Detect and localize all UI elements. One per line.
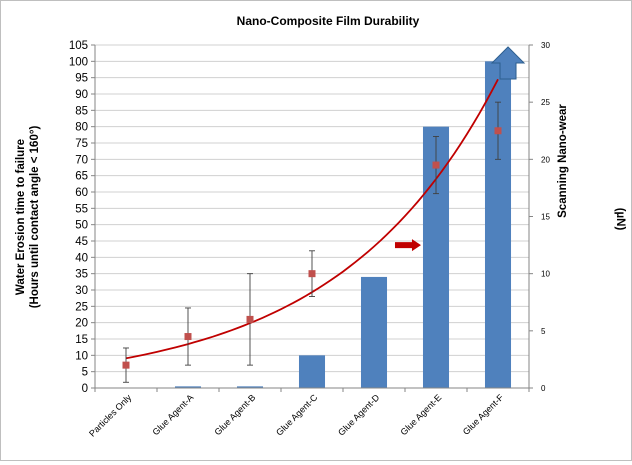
data-point <box>246 315 254 323</box>
bar <box>298 355 326 388</box>
y-left-tick-label: 10 <box>75 350 88 362</box>
data-point <box>494 127 502 135</box>
y-left-tick-label: 65 <box>75 171 88 183</box>
y-left-tick-label: 100 <box>69 56 88 68</box>
y-axis-left-label-line2: (Hours until contact angle < 160°) <box>29 126 41 309</box>
x-tick-label: Glue Agent-D <box>336 392 382 438</box>
y-left-tick-label: 0 <box>82 383 88 395</box>
data-point <box>432 161 440 169</box>
y-left-tick-label: 80 <box>75 122 88 134</box>
y-left-tick-label: 50 <box>75 220 88 232</box>
y-left-tick-label: 75 <box>75 138 88 150</box>
y-left-tick-label: 95 <box>75 73 88 85</box>
y-left-tick-label: 5 <box>82 367 88 379</box>
y-axis-right-label: Scanning Nano-wear <box>557 104 569 218</box>
y-left-tick-label: 15 <box>75 334 88 346</box>
x-tick-label: Glue Agent-F <box>461 392 506 437</box>
y-left-tick-label: 20 <box>75 318 88 330</box>
y-left-tick-label: 30 <box>75 285 88 297</box>
data-point <box>122 361 130 369</box>
x-tick-label: Glue Agent-E <box>398 392 443 437</box>
y-left-tick-label: 45 <box>75 236 88 248</box>
y-left-tick-label: 55 <box>75 203 88 215</box>
y-left-tick-label: 35 <box>75 269 88 281</box>
y-left-tick-label: 105 <box>69 40 88 52</box>
y-left-tick-label: 70 <box>75 154 88 166</box>
y-left-tick-label: 40 <box>75 252 88 264</box>
y-axis-left-label-line1: Water Erosion time to failure <box>15 139 27 295</box>
bar-series <box>174 61 512 389</box>
chart-title: Nano-Composite Film Durability <box>237 14 420 28</box>
data-point <box>308 270 316 278</box>
x-tick-label: Glue Agent-B <box>212 392 257 437</box>
x-tick-label: Glue Agent-C <box>274 392 320 438</box>
bar <box>174 386 202 388</box>
y-right-tick-label: 10 <box>541 270 550 279</box>
y-right-tick-label: 0 <box>541 384 546 393</box>
bar <box>360 276 388 388</box>
overflow-up-arrow <box>490 46 526 80</box>
y-left-tick-label: 90 <box>75 89 88 101</box>
y-right-tick-label: 15 <box>541 213 550 222</box>
annotations <box>394 46 526 252</box>
data-point <box>184 333 192 341</box>
scatter-series <box>122 127 502 369</box>
y-right-tick-label: 20 <box>541 155 550 164</box>
y-right-tick-label: 25 <box>541 98 550 107</box>
y-left-tick-label: 60 <box>75 187 88 199</box>
x-tick-label: Glue Agent-A <box>150 392 195 437</box>
y-left-tick-label: 25 <box>75 301 88 313</box>
y-right-tick-label: 5 <box>541 327 546 336</box>
y-right-tick-label: 30 <box>541 41 550 50</box>
pointer-arrow <box>394 239 421 252</box>
y-left-tick-label: 85 <box>75 105 88 117</box>
bar <box>236 386 264 388</box>
gridlines <box>95 44 529 389</box>
y-axis-right-unit: (µN) <box>614 208 626 231</box>
x-tick-label: Particles Only <box>87 392 134 439</box>
